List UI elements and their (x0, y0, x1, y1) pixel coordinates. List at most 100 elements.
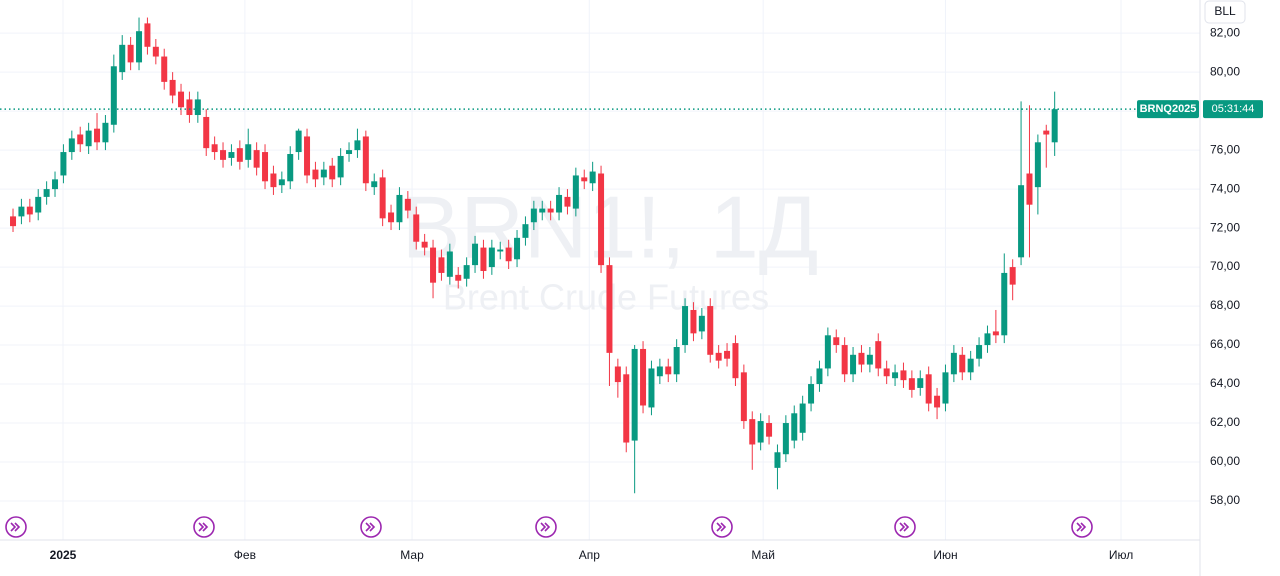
candle-body (77, 134, 84, 145)
candle-body (94, 128, 101, 143)
y-tick-label: 82,00 (1210, 25, 1240, 39)
y-tick-label: 60,00 (1210, 454, 1240, 468)
y-tick-label: 80,00 (1210, 64, 1240, 78)
y-tick-label: 66,00 (1210, 337, 1240, 351)
symbol-badge (1137, 100, 1199, 119)
watermark: BRN1!, 1Д (402, 177, 819, 276)
event-icon (711, 516, 733, 538)
event-icon-glyph (198, 522, 209, 532)
candle-body (648, 368, 655, 408)
candle-body (35, 196, 42, 213)
candle-body (816, 368, 823, 385)
candle-body (942, 372, 949, 404)
candle-body (984, 333, 991, 346)
candle-body (917, 378, 924, 388)
event-icon-glyph (899, 522, 910, 532)
candle-body (850, 354, 857, 375)
candle-body (774, 452, 781, 468)
candle-body (959, 354, 966, 373)
candle-body (539, 208, 546, 213)
candle-body (60, 152, 67, 176)
candle-body (245, 144, 252, 160)
candle-body (934, 395, 941, 408)
candle-body (1018, 185, 1025, 258)
candle-body (85, 130, 92, 147)
watermark-subtitle: Brent Crude Futures (443, 277, 769, 318)
countdown-badge (1203, 100, 1263, 119)
candle-body (690, 309, 697, 334)
candle-body (614, 366, 621, 383)
candle-body (547, 208, 554, 213)
candle-body (698, 315, 705, 332)
candle-body (10, 216, 17, 227)
event-icon (535, 516, 557, 538)
candle-body (682, 306, 689, 346)
x-tick-label: Апр (579, 548, 601, 562)
candle-body (119, 44, 126, 73)
candle-body (782, 423, 789, 455)
x-tick-label: Июн (933, 548, 957, 562)
candle-body (900, 370, 907, 381)
candle-body (732, 343, 739, 379)
y-tick-label: 74,00 (1210, 181, 1240, 195)
candle-body (161, 56, 168, 82)
candle-body (26, 206, 33, 215)
candle-body (992, 331, 999, 336)
candle-body (598, 173, 605, 266)
candle-body (530, 208, 537, 223)
candle-body (312, 169, 319, 180)
candle-body (623, 374, 630, 443)
candle-body (262, 152, 269, 182)
candle-body (472, 243, 479, 266)
x-tick-label: Июл (1109, 548, 1133, 562)
candle-body (841, 345, 848, 375)
event-icon (360, 516, 382, 538)
candle-body (908, 378, 915, 390)
candle-body (253, 150, 260, 168)
candle-body (488, 247, 495, 268)
candle-body (220, 150, 227, 160)
x-tick-label: 2025 (50, 548, 77, 562)
candle-body (505, 247, 512, 262)
event-icon (1071, 516, 1093, 538)
candle-body (967, 358, 974, 373)
candle-body (1051, 109, 1058, 143)
candle-body (606, 265, 613, 353)
candle-body (514, 237, 521, 260)
candle-body (371, 181, 378, 188)
candle-body (379, 177, 386, 219)
y-tick-label: 64,00 (1210, 376, 1240, 390)
candle-body (295, 130, 302, 153)
candle-body (707, 306, 714, 355)
candle-body (455, 274, 462, 281)
candle-body (211, 144, 218, 153)
candle-body (556, 194, 563, 213)
candle-body (791, 413, 798, 441)
candle-body (1009, 267, 1016, 285)
button[interactable] (1204, 0, 1246, 24)
candle-body (673, 347, 680, 375)
event-icon-glyph (1076, 522, 1087, 532)
candle-body (581, 177, 588, 182)
candle-body (127, 44, 134, 63)
candle-body (337, 155, 344, 178)
candle-body (152, 46, 159, 57)
y-tick-label: 76,00 (1210, 142, 1240, 156)
candle-body (950, 352, 957, 375)
candle-body (194, 99, 201, 116)
candle-body (589, 171, 596, 184)
candle-body (497, 249, 504, 252)
button-label[interactable]: BLL (1214, 4, 1236, 18)
candle-body (236, 148, 243, 162)
candle-body (640, 348, 647, 406)
candle-body (833, 337, 840, 346)
candle-body (110, 66, 117, 125)
candle-body (144, 23, 151, 47)
countdown-label: 05:31:44 (1212, 103, 1255, 115)
candle-body (892, 372, 899, 379)
candle-body (102, 122, 109, 143)
candle-body (228, 152, 235, 158)
candle-body (665, 366, 672, 375)
candle-body (388, 212, 395, 223)
candle-body (18, 206, 25, 217)
